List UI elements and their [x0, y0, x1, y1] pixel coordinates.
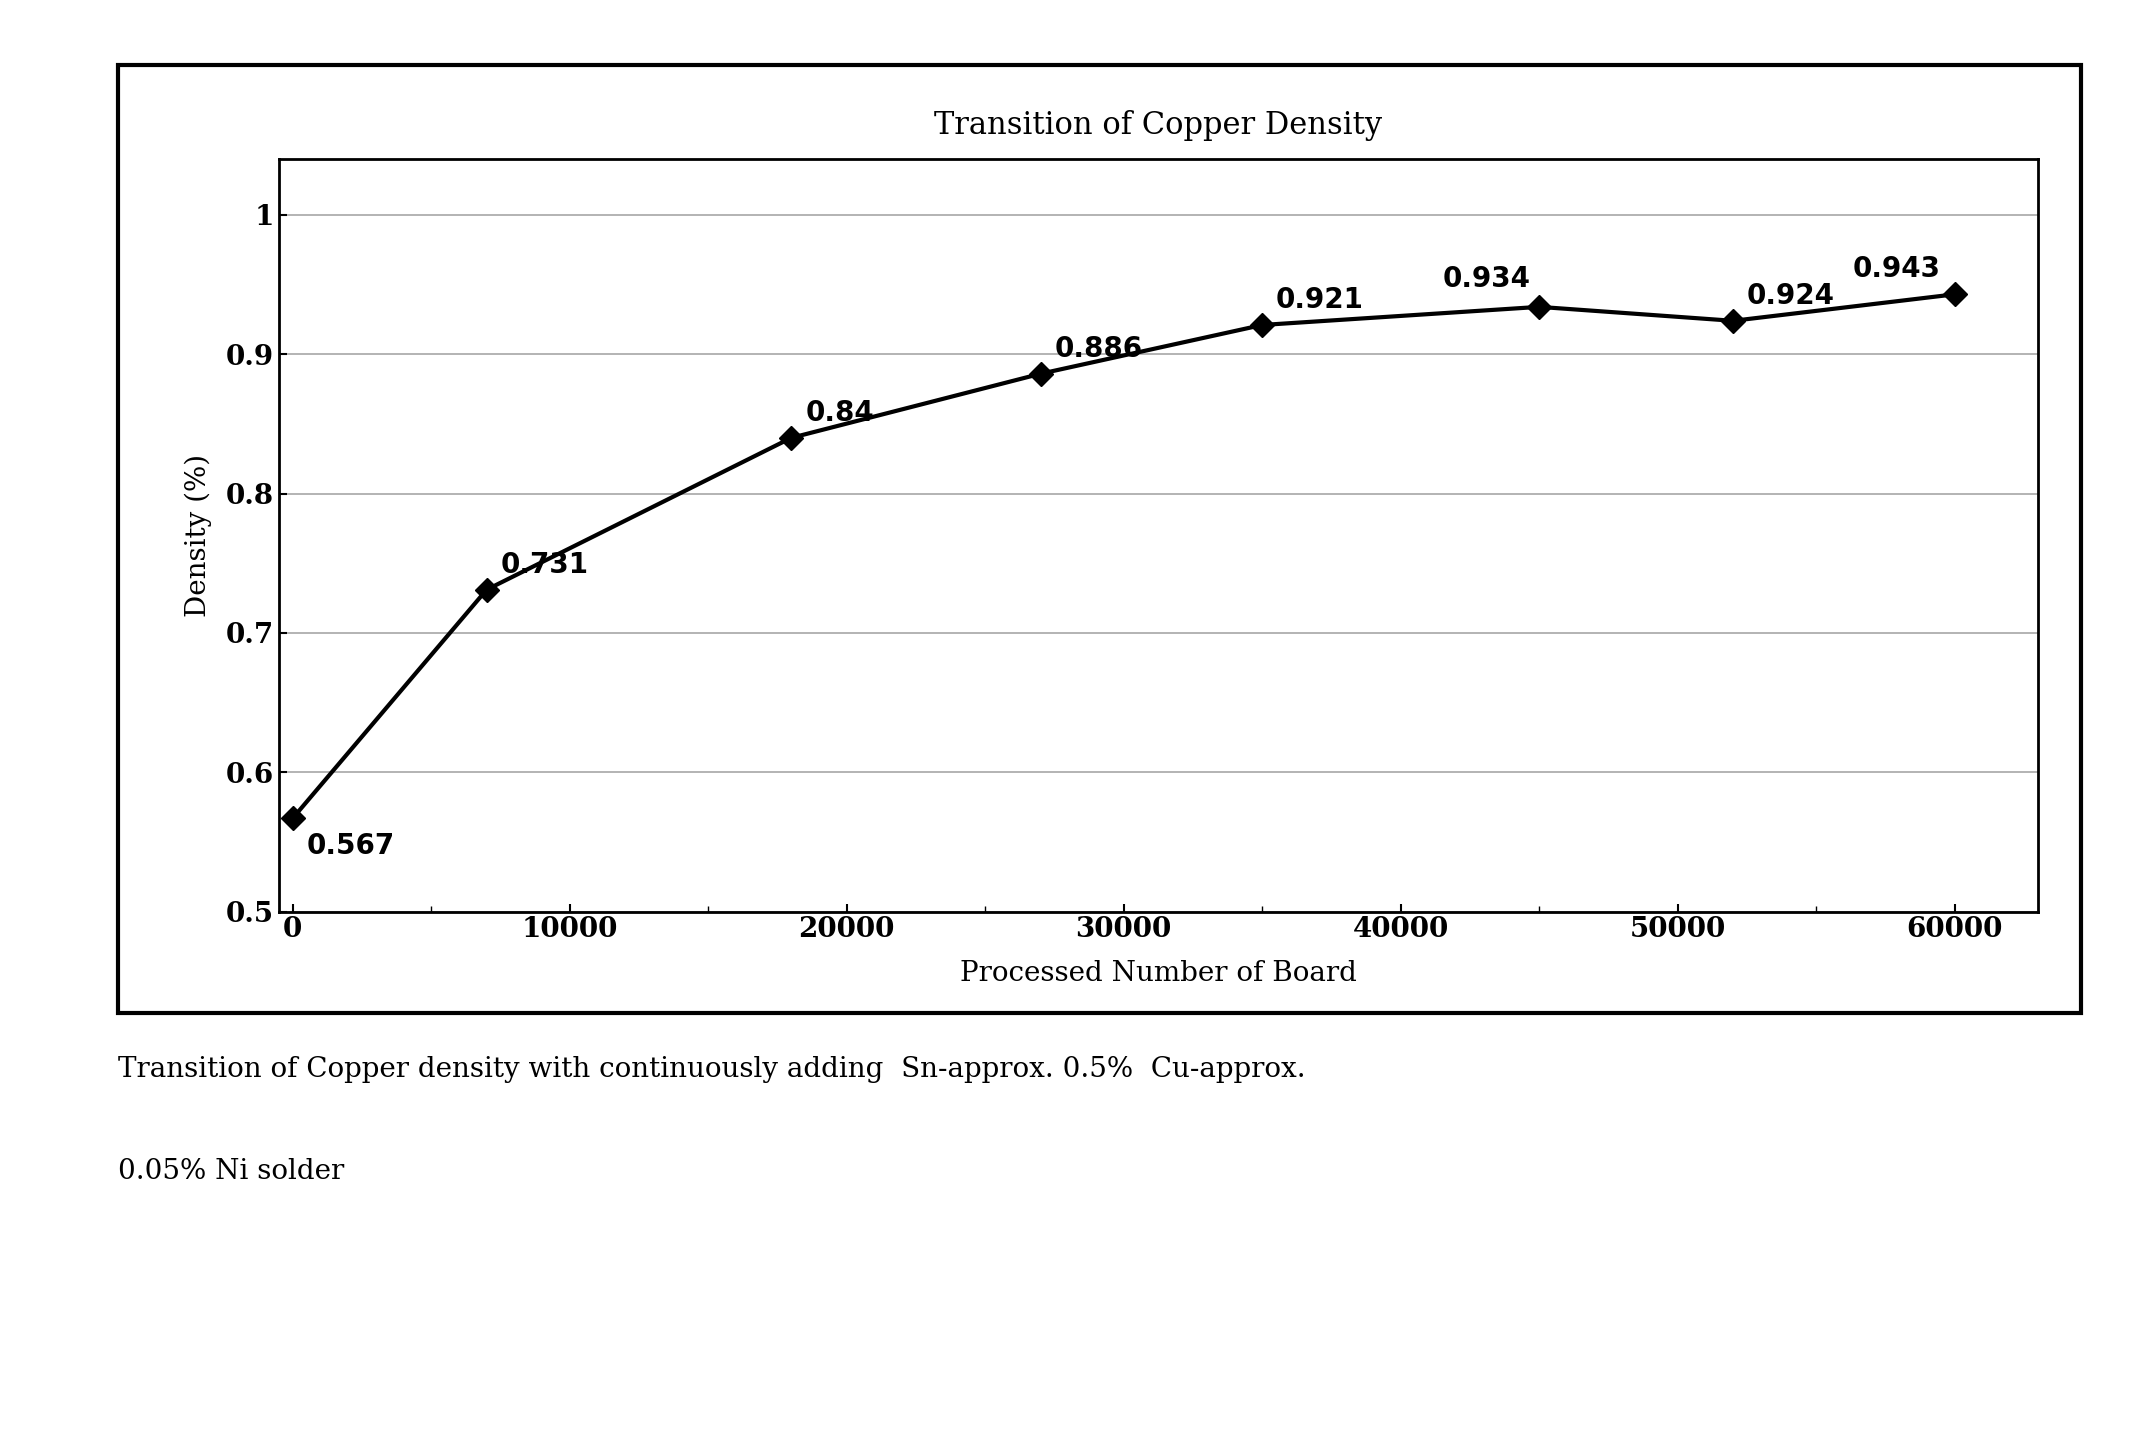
Text: 0.84: 0.84 [804, 399, 873, 427]
X-axis label: Processed Number of Board: Processed Number of Board [959, 961, 1358, 987]
Title: Transition of Copper Density: Transition of Copper Density [935, 110, 1381, 142]
Y-axis label: Density (%): Density (%) [184, 454, 212, 616]
Text: 0.886: 0.886 [1055, 334, 1143, 363]
Text: Transition of Copper density with continuously adding  Sn-approx. 0.5%  Cu-appro: Transition of Copper density with contin… [118, 1056, 1306, 1084]
Text: 0.934: 0.934 [1441, 265, 1529, 292]
Text: 0.924: 0.924 [1746, 282, 1834, 310]
Text: 0.731: 0.731 [500, 551, 588, 579]
Text: 0.05% Ni solder: 0.05% Ni solder [118, 1158, 343, 1185]
Text: 0.567: 0.567 [307, 832, 395, 860]
Text: 0.921: 0.921 [1276, 287, 1364, 314]
Text: 0.943: 0.943 [1853, 255, 1941, 284]
